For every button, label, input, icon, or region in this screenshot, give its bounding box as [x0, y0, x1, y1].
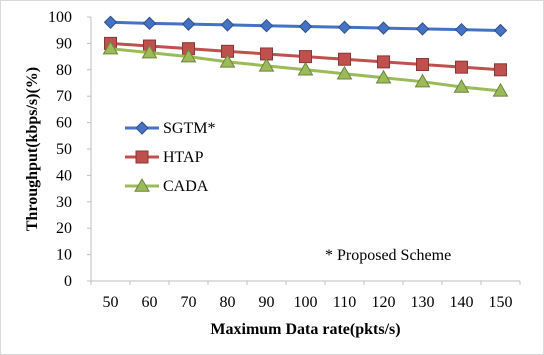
y-tick-label: 30	[56, 194, 72, 211]
x-tick-label: 50	[103, 294, 119, 311]
x-tick-label: 120	[372, 294, 396, 311]
data-point-triangle	[258, 57, 275, 72]
y-tick-label: 90	[56, 35, 72, 52]
data-point-diamond	[181, 17, 196, 31]
annotation-proposed-scheme: * Proposed Scheme	[325, 247, 451, 264]
data-point-diamond	[259, 19, 274, 33]
x-tick-label: 140	[450, 294, 474, 311]
legend-marker-square	[135, 150, 149, 164]
y-tick-label: 20	[56, 220, 72, 237]
data-point-triangle	[297, 61, 314, 76]
data-point-triangle	[414, 73, 431, 88]
series-cada	[102, 40, 509, 97]
legend-marker-triangle	[134, 177, 150, 192]
x-tick-label: 130	[411, 294, 435, 311]
x-tick-label: 110	[333, 294, 356, 311]
y-tick-label: 80	[56, 62, 72, 79]
legend-item: HTAP	[125, 149, 204, 166]
data-point-triangle	[102, 40, 119, 55]
y-tick-label: 40	[56, 167, 72, 184]
legend-label: HTAP	[163, 149, 204, 166]
series-sgtm	[103, 15, 508, 38]
legend-item: SGTM*	[125, 120, 215, 137]
data-point-diamond	[337, 20, 352, 35]
data-point-square	[299, 50, 312, 64]
x-axis: 50 60 70 80 90 100 110 120 130 140 150	[90, 280, 521, 311]
series-layer	[102, 15, 509, 97]
data-point-diamond	[103, 15, 118, 29]
x-tick-label: 150	[489, 294, 513, 311]
x-tick-label: 100	[294, 294, 318, 311]
data-point-triangle	[492, 82, 509, 97]
y-tick-label: 100	[48, 9, 72, 26]
y-axis: 0 10 20 30 40 50 60 70 80 90 100	[48, 9, 92, 290]
x-tick-label: 70	[181, 294, 197, 311]
data-point-square	[455, 60, 468, 74]
data-point-triangle	[219, 53, 236, 68]
data-point-triangle	[336, 65, 353, 80]
x-tick-label: 60	[142, 294, 158, 311]
data-point-diamond	[376, 21, 391, 35]
y-tick-label: 70	[56, 88, 72, 105]
data-point-diamond	[493, 23, 508, 38]
legend-label: SGTM*	[163, 120, 215, 137]
y-tick-label: 50	[56, 141, 72, 158]
y-axis-title: Throughput(kbps/s)(%)	[24, 67, 41, 231]
data-point-square	[377, 55, 390, 69]
data-point-triangle	[453, 78, 470, 93]
legend-marker-diamond	[135, 121, 149, 135]
x-tick-label: 90	[259, 294, 275, 311]
data-point-square	[494, 63, 507, 77]
y-tick-label: 0	[64, 273, 72, 290]
legend-item: CADA	[125, 177, 209, 195]
data-point-square	[338, 52, 351, 66]
legend: SGTM* HTAP CADA	[125, 120, 215, 195]
data-point-square	[416, 58, 429, 72]
series-htap	[104, 36, 507, 77]
data-point-diamond	[454, 22, 469, 37]
data-point-diamond	[415, 22, 430, 36]
data-point-triangle	[375, 69, 392, 84]
data-point-triangle	[141, 44, 158, 59]
data-point-triangle	[180, 48, 197, 63]
y-tick-label: 10	[56, 247, 72, 264]
data-point-diamond	[298, 19, 313, 34]
x-axis-title: Maximum Data rate(pkts/s)	[210, 321, 400, 338]
data-point-diamond	[142, 16, 157, 31]
data-point-diamond	[220, 18, 235, 32]
legend-label: CADA	[163, 178, 209, 195]
x-tick-label: 80	[220, 294, 236, 311]
y-tick-label: 60	[56, 115, 72, 132]
